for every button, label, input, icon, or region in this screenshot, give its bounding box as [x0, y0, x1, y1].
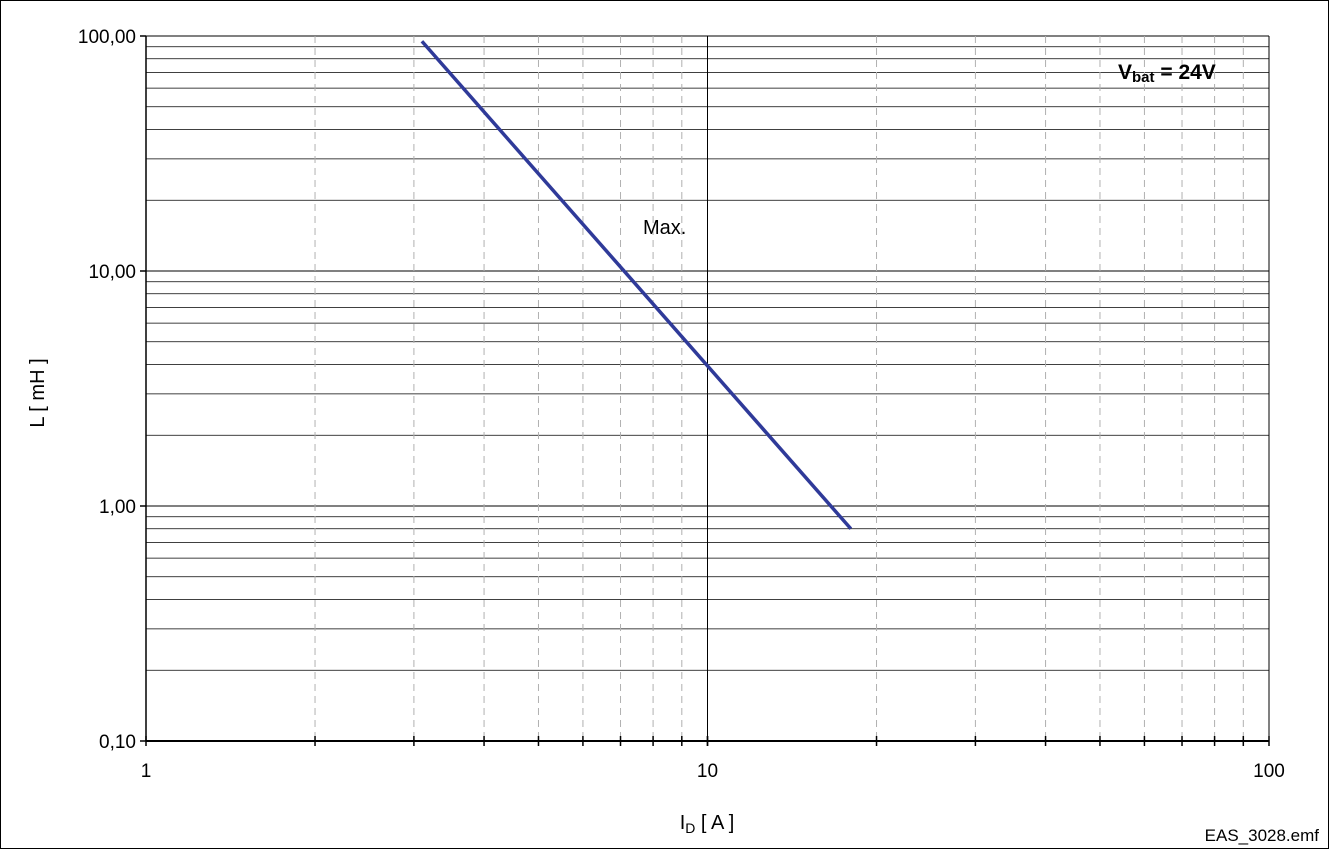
y-tick-label: 0,10 [99, 732, 136, 753]
series-layer [420, 40, 853, 530]
x-tick-label: 1 [141, 761, 152, 782]
x-axis-title-main: I [680, 812, 686, 834]
vbat-sub: bat [1132, 69, 1155, 86]
x-axis-title: ID [ A ] [680, 812, 735, 836]
axis-ticks [140, 35, 1270, 746]
y-tick-label: 100,00 [78, 27, 136, 48]
y-tick-label: 1,00 [99, 497, 136, 518]
grid [146, 35, 1270, 741]
tick-labels: 0,10 1,00 10,00 100,00 1 10 100 [78, 27, 1285, 782]
y-tick-label: 10,00 [88, 262, 136, 283]
y-axis-title: L [ mH ] [27, 358, 49, 427]
x-axis-title-unit: [ A ] [695, 812, 734, 834]
vbat-main: V [1118, 61, 1132, 84]
footer-filename: EAS_3028.emf [1205, 826, 1320, 845]
series-label-max: Max. [643, 217, 686, 239]
x-tick-label: 10 [697, 761, 718, 782]
x-tick-label: 100 [1253, 761, 1285, 782]
x-axis-title-sub: D [685, 820, 695, 836]
series-line-max [420, 40, 853, 530]
vbat-annotation: Vbat = 24V [1118, 61, 1216, 86]
vbat-rest: = 24V [1155, 61, 1216, 84]
